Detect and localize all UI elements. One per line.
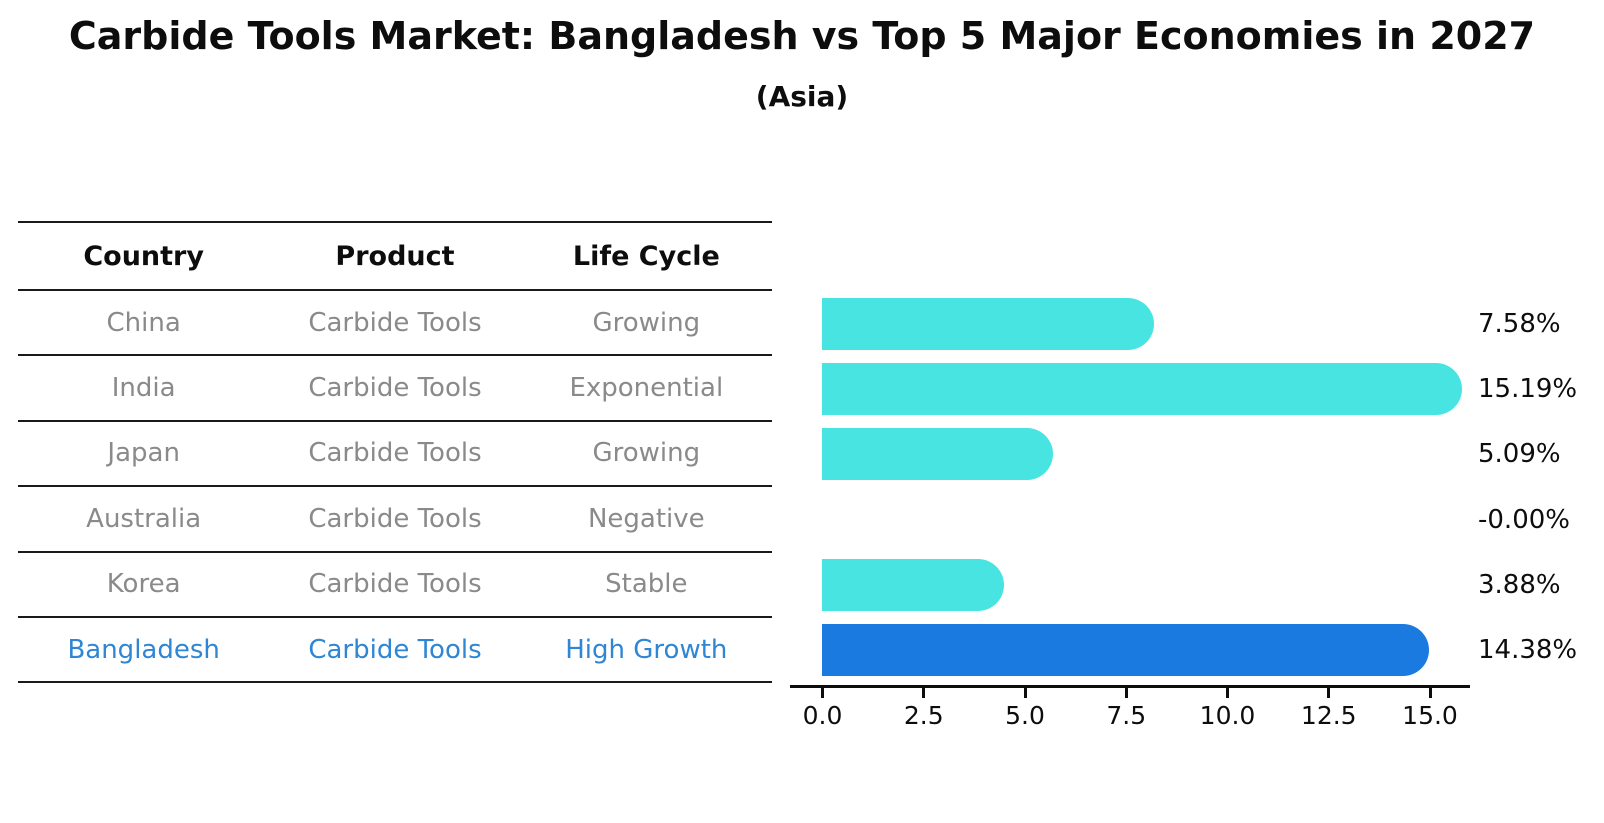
table-row-highlighted: Bangladesh Carbide Tools High Growth xyxy=(18,618,772,684)
x-axis-tick xyxy=(1327,688,1331,698)
bar-value-label-korea: 3.88% xyxy=(1478,569,1561,600)
x-axis-tick-label: 12.5 xyxy=(1300,701,1357,730)
table-row: China Carbide Tools Growing xyxy=(18,291,772,357)
cell-country: Australia xyxy=(86,503,202,534)
summary-table: Country Product Life Cycle China Carbide… xyxy=(18,221,772,684)
x-axis-tick xyxy=(821,688,824,698)
x-axis-tick xyxy=(1124,688,1128,698)
cell-product: Carbide Tools xyxy=(308,438,482,469)
x-axis-tick xyxy=(922,688,926,698)
x-axis-tick-label: 5.0 xyxy=(1005,701,1045,730)
bar-value-label-india: 15.19% xyxy=(1478,374,1578,405)
cell-product: Carbide Tools xyxy=(308,307,482,338)
cell-country: Korea xyxy=(106,569,181,600)
cell-product: Carbide Tools xyxy=(308,373,482,404)
bar-value-label-bangladesh: 14.38% xyxy=(1478,635,1578,665)
cell-life-cycle: Growing xyxy=(592,438,701,469)
x-axis-tick-label: 10.0 xyxy=(1199,701,1256,730)
x-axis-line xyxy=(790,685,1470,688)
table-row: India Carbide Tools Exponential xyxy=(18,356,772,422)
cell-product: Carbide Tools xyxy=(308,503,482,534)
x-axis-tick-label: 7.5 xyxy=(1106,701,1147,730)
table-header-row: Country Product Life Cycle xyxy=(18,223,772,291)
x-axis-tick xyxy=(1023,688,1027,698)
bar-japan xyxy=(822,428,1054,481)
x-axis-tick-label: 2.5 xyxy=(903,701,944,730)
column-header-product: Product xyxy=(335,240,455,272)
bar-bangladesh xyxy=(822,624,1430,676)
bar-india xyxy=(822,363,1463,416)
table-row: Australia Carbide Tools Negative xyxy=(18,487,772,553)
cell-life-cycle: Stable xyxy=(605,569,688,600)
chart-subtitle: (Asia) xyxy=(755,80,849,113)
bar-korea xyxy=(822,558,1005,611)
cell-product: Carbide Tools xyxy=(308,569,482,600)
chart-title: Carbide Tools Market: Bangladesh vs Top … xyxy=(68,14,1536,58)
column-header-life-cycle: Life Cycle xyxy=(572,240,720,272)
x-axis-tick xyxy=(1428,688,1432,698)
cell-country: Japan xyxy=(107,438,180,469)
bar-value-label-australia: -0.00% xyxy=(1478,504,1570,535)
x-axis-tick xyxy=(1226,688,1229,698)
bar-value-label-japan: 5.09% xyxy=(1478,439,1561,470)
table-row: Korea Carbide Tools Stable xyxy=(18,553,772,618)
bar-china xyxy=(822,298,1154,350)
cell-product: Carbide Tools xyxy=(308,634,482,665)
cell-life-cycle: High Growth xyxy=(565,634,728,665)
column-header-country: Country xyxy=(83,240,204,272)
cell-life-cycle: Negative xyxy=(587,503,705,534)
table-row: Japan Carbide Tools Growing xyxy=(18,422,772,488)
x-axis-tick-label: 0.0 xyxy=(802,701,843,730)
x-axis-tick-label: 15.0 xyxy=(1402,701,1458,730)
cell-country: India xyxy=(111,373,176,404)
bar-value-label-china: 7.58% xyxy=(1478,309,1561,339)
cell-country: China xyxy=(106,307,181,338)
cell-life-cycle: Exponential xyxy=(569,373,724,404)
cell-life-cycle: Growing xyxy=(592,307,701,338)
cell-country: Bangladesh xyxy=(67,634,220,665)
